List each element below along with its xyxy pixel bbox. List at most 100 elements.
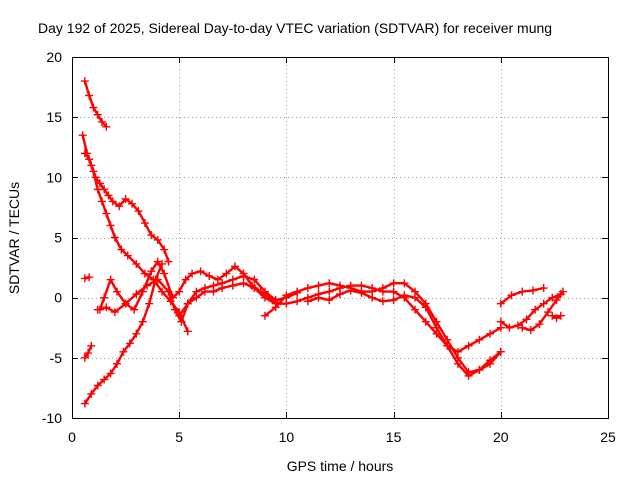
series-track-e	[80, 341, 96, 362]
x-tick-label: 5	[175, 429, 183, 445]
data-point	[80, 77, 89, 86]
data-point	[160, 269, 169, 278]
data-point	[314, 281, 323, 290]
data-point	[282, 299, 291, 308]
data-point	[548, 293, 557, 302]
data-point	[282, 291, 291, 300]
data-point	[93, 381, 102, 390]
data-point	[239, 279, 248, 288]
data-point	[293, 287, 302, 296]
data-point	[411, 293, 420, 302]
data-point	[175, 287, 184, 296]
data-point	[505, 323, 514, 332]
data-point	[153, 235, 162, 244]
data-point	[132, 290, 141, 299]
data-point	[183, 327, 192, 336]
x-tick-label: 25	[600, 429, 616, 445]
chart-title: Day 192 of 2025, Sidereal Day-to-day VTE…	[38, 20, 552, 36]
data-point	[106, 275, 115, 284]
x-tick-label: 0	[68, 429, 76, 445]
data-point	[164, 287, 173, 296]
data-point	[80, 399, 89, 408]
data-point	[531, 305, 540, 314]
series-line	[306, 289, 502, 378]
data-point	[205, 272, 214, 281]
data-point	[228, 281, 237, 290]
data-point	[325, 287, 334, 296]
data-point	[518, 323, 527, 332]
series-track-a	[80, 77, 111, 131]
data-point	[556, 311, 565, 320]
data-point	[119, 347, 128, 356]
data-point	[175, 311, 184, 320]
y-axis-title: SDTVAR / TECUs	[6, 182, 22, 294]
data-point	[145, 299, 154, 308]
data-point	[552, 314, 561, 323]
series-track-l	[496, 284, 548, 308]
data-point	[218, 284, 227, 293]
y-tick-label: 5	[54, 230, 62, 246]
data-point	[93, 185, 102, 194]
data-point	[239, 272, 248, 281]
data-point	[164, 257, 173, 266]
data-point	[110, 233, 119, 242]
data-point	[98, 197, 107, 206]
series-track-d	[80, 259, 167, 408]
data-point	[102, 122, 111, 131]
data-point	[496, 317, 505, 326]
y-tick-label: -10	[42, 410, 62, 426]
data-point	[443, 341, 452, 350]
data-point	[113, 359, 122, 368]
x-axis-title: GPS time / hours	[287, 458, 394, 474]
grid	[72, 57, 608, 418]
data-point	[196, 267, 205, 276]
data-point	[100, 375, 109, 384]
data-point	[134, 207, 143, 216]
data-point	[160, 245, 169, 254]
x-tick-label: 10	[279, 429, 295, 445]
data-point	[78, 131, 87, 140]
data-point	[113, 287, 122, 296]
data-point	[188, 269, 197, 278]
data-point	[100, 293, 109, 302]
data-point	[85, 273, 94, 282]
data-point	[200, 287, 209, 296]
y-tick-label: 15	[46, 109, 62, 125]
data-point	[80, 149, 89, 158]
axis-ticks: 0 5 10 15 20 25 -10 -5 0 5 10 15 20	[42, 49, 616, 445]
data-point	[153, 257, 162, 266]
data-point	[539, 299, 548, 308]
data-point	[453, 359, 462, 368]
data-point	[496, 347, 505, 356]
data-point	[177, 317, 186, 326]
series-track-m	[496, 290, 565, 332]
data-point	[84, 349, 93, 358]
data-point	[378, 284, 387, 293]
data-point	[518, 287, 527, 296]
data-point	[325, 296, 334, 305]
data-point	[93, 305, 102, 314]
data-point	[325, 279, 334, 288]
data-point	[552, 296, 561, 305]
data-point	[522, 315, 531, 324]
data-point	[87, 341, 96, 350]
data-series	[78, 77, 567, 408]
y-tick-label: 0	[54, 290, 62, 306]
data-point	[293, 297, 302, 306]
data-point	[87, 389, 96, 398]
data-point	[85, 91, 94, 100]
data-point	[400, 291, 409, 300]
data-point	[89, 167, 98, 176]
data-point	[260, 311, 269, 320]
data-point	[496, 299, 505, 308]
data-point	[85, 155, 94, 164]
data-point	[106, 221, 115, 230]
data-point	[143, 281, 152, 290]
y-tick-label: 10	[46, 169, 62, 185]
data-point	[230, 262, 239, 271]
data-point	[132, 259, 141, 268]
data-point	[486, 356, 495, 365]
data-point	[411, 305, 420, 314]
series-track-o	[548, 311, 565, 323]
data-point	[400, 279, 409, 288]
